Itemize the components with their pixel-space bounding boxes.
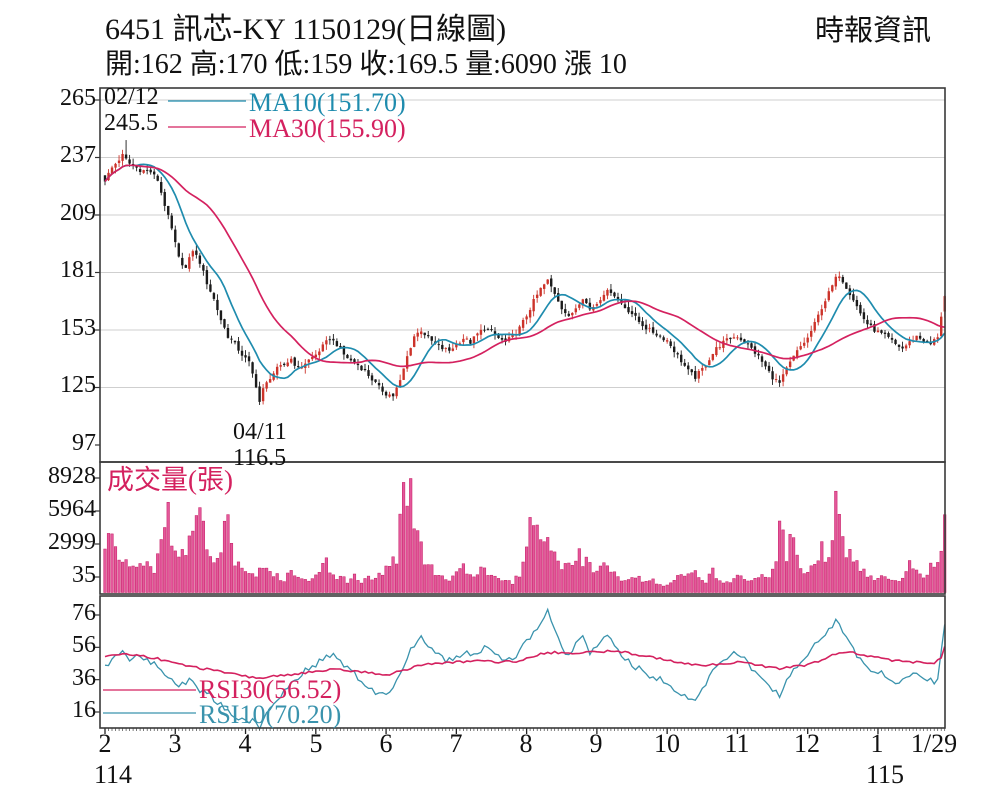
x-tick-last-date: 1/29 [910, 729, 958, 758]
price-tick: 153 [60, 315, 96, 341]
x-tick-month: 6 [379, 729, 393, 758]
x-tick-month: 7 [449, 729, 463, 758]
x-tick-month: 10 [654, 729, 680, 758]
high-annotation-value: 245.5 [104, 110, 158, 136]
low-annotation-value: 116.5 [233, 445, 287, 471]
x-tick-month: 3 [168, 729, 182, 758]
volume-tick: 5964 [48, 496, 96, 522]
ma10-legend-label: MA10(151.70) [249, 88, 406, 117]
x-year-label: 115 [865, 760, 905, 789]
x-tick-month: 12 [794, 729, 820, 758]
volume-tick: 35 [72, 562, 96, 588]
volume-tick: 2999 [48, 529, 96, 555]
price-tick: 125 [60, 372, 96, 398]
price-tick: 209 [60, 200, 96, 226]
low-annotation-date: 04/11 [233, 419, 287, 445]
price-tick: 237 [60, 142, 96, 168]
price-tick: 265 [60, 85, 96, 111]
rsi-tick: 56 [72, 632, 96, 658]
ma30-legend-label: MA30(155.90) [249, 114, 406, 143]
high-annotation-date: 02/12 [104, 84, 159, 110]
data-source-label: 時報資訊 [815, 15, 932, 47]
x-tick-month: 1 [870, 729, 884, 758]
x-tick-month: 4 [238, 729, 252, 758]
rsi-tick: 16 [72, 697, 96, 723]
x-tick-month: 11 [724, 729, 750, 758]
rsi-tick: 76 [72, 600, 96, 626]
x-tick-month: 5 [309, 729, 323, 758]
x-tick-month: 2 [98, 729, 112, 758]
price-tick: 97 [72, 430, 96, 456]
rsi30-legend-label: RSI30(56.52) [199, 675, 342, 704]
volume-tick: 8928 [48, 463, 96, 489]
x-tick-month: 8 [519, 729, 533, 758]
ohlc-quote-line: 開:162 高:170 低:159 收:169.5 量:6090 漲 10 [105, 49, 627, 80]
x-tick-month: 9 [589, 729, 603, 758]
rsi10-legend-label: RSI10(70.20) [199, 700, 342, 729]
chart-title: 6451 訊芯-KY 1150129(日線圖) [105, 13, 507, 46]
x-year-label: 114 [93, 760, 133, 789]
price-tick: 181 [60, 257, 96, 283]
rsi-tick: 36 [72, 665, 96, 691]
volume-panel-title: 成交量(張) [107, 465, 233, 495]
